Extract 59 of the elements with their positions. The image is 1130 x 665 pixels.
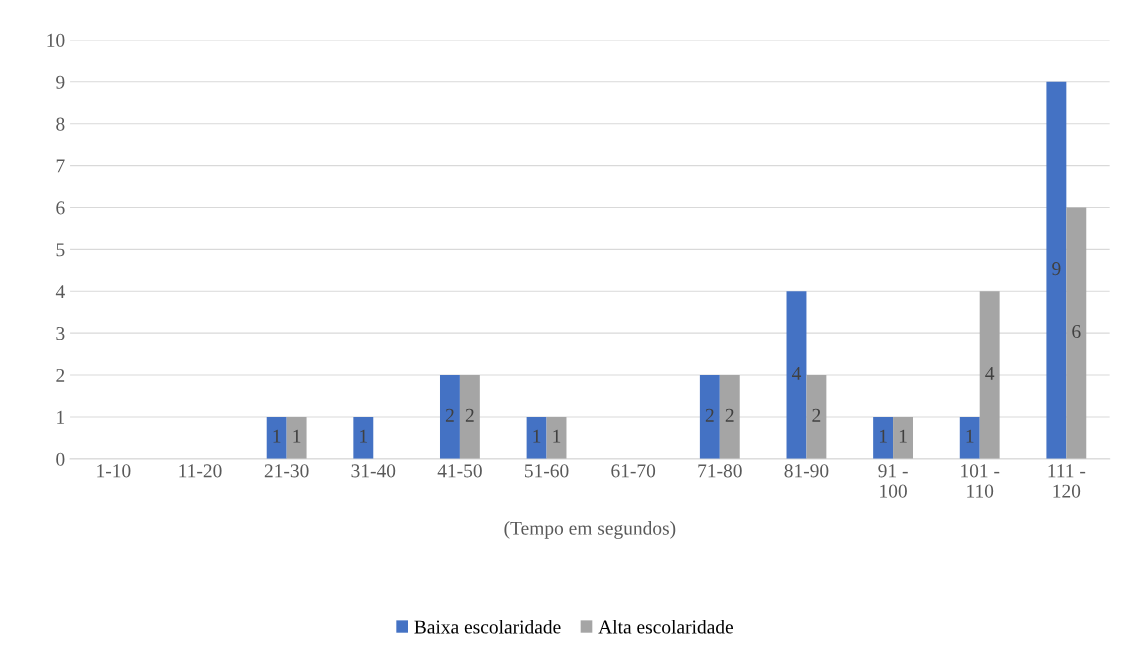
y-tick-label: 9 [56,75,65,89]
x-tick-label: 71-80 [698,464,742,478]
bar [266,416,287,459]
x-tick-label: 81-90 [784,464,829,478]
data-label: 2 [705,408,714,422]
bar [979,291,1000,459]
y-tick-label: 5 [56,243,65,257]
bar [459,375,480,459]
data-label: 1 [533,429,541,443]
bar [873,416,894,459]
bar [719,375,740,459]
data-label: 1 [293,429,301,443]
x-tick-label: 101 - 110 [961,464,1000,498]
y-tick-label: 4 [55,285,65,299]
x-tick-label: 11-20 [179,464,222,478]
bar [1046,81,1067,459]
x-tick-label: 91 - 100 [878,464,908,498]
bar [699,375,720,459]
y-tick-label: 1 [57,410,65,424]
y-tick-label: 8 [56,117,65,131]
data-label: 4 [985,366,995,380]
bar [286,416,307,459]
y-tick-label: 6 [56,201,65,215]
data-label: 1 [966,429,974,443]
y-tick-label: 2 [56,368,65,382]
bar [526,416,547,459]
data-label: 1 [273,429,281,443]
bar [786,291,807,459]
data-label: 2 [812,408,821,422]
y-tick-label: 10 [47,33,65,47]
data-label: 2 [465,408,474,422]
data-label: 2 [445,408,454,422]
data-label: 9 [1052,262,1061,276]
x-tick-label: 111 - 120 [1048,464,1086,498]
y-tick-label: 3 [56,327,65,341]
x-tick-label: 1-10 [97,464,131,478]
data-label: 4 [792,366,802,380]
y-tick-label: 0 [56,452,65,466]
bar [893,416,913,459]
legend-label: Baixa escolaridade [414,619,561,634]
bar [806,375,827,459]
x-tick-label: 61-70 [611,464,656,478]
bar [353,416,374,459]
bar [959,416,980,459]
data-label: 1 [553,429,561,443]
legend-label: Alta escolaridade [598,619,733,634]
x-tick-label: 41-50 [437,464,482,478]
x-axis-title: (Tempo em segundos) [504,521,676,539]
data-label: 1 [360,429,368,443]
bar [1066,207,1087,459]
bar [439,375,460,459]
y-tick-label: 7 [56,159,65,173]
data-label: 1 [899,429,907,443]
x-tick-label: 31-40 [351,464,396,478]
data-label: 1 [879,429,887,443]
data-label: 6 [1072,324,1081,339]
data-label: 2 [725,408,734,422]
x-tick-label: 21-30 [264,464,309,478]
x-tick-label: 51-60 [524,464,569,478]
